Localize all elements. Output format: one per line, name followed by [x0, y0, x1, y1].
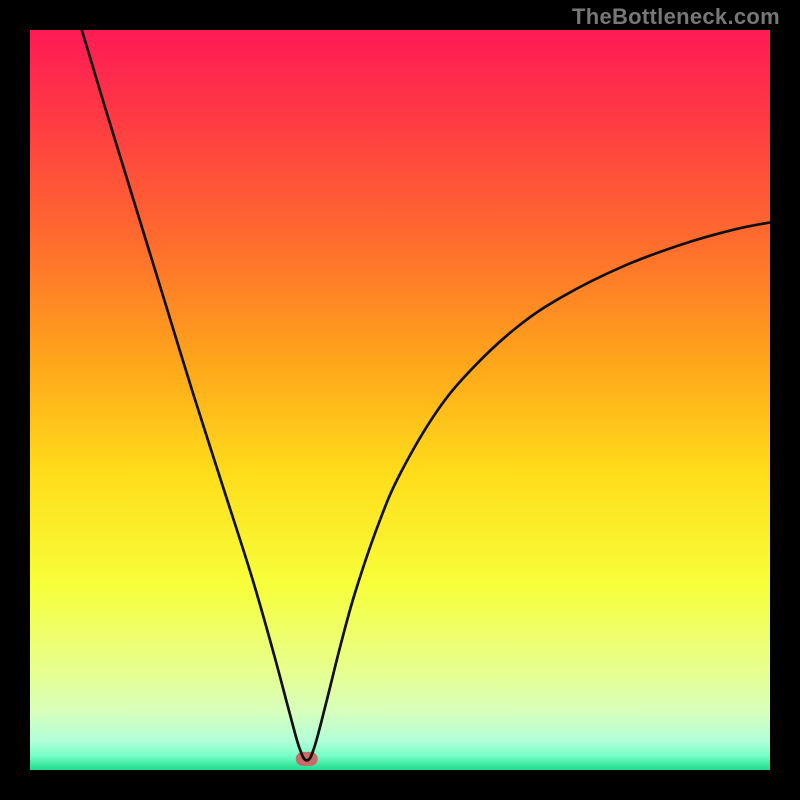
gradient-background: [30, 30, 770, 770]
min-marker: [296, 752, 318, 766]
chart-frame: TheBottleneck.com: [0, 0, 800, 800]
plot-area: [30, 30, 770, 770]
chart-svg: [30, 30, 770, 770]
watermark-text: TheBottleneck.com: [572, 4, 780, 30]
